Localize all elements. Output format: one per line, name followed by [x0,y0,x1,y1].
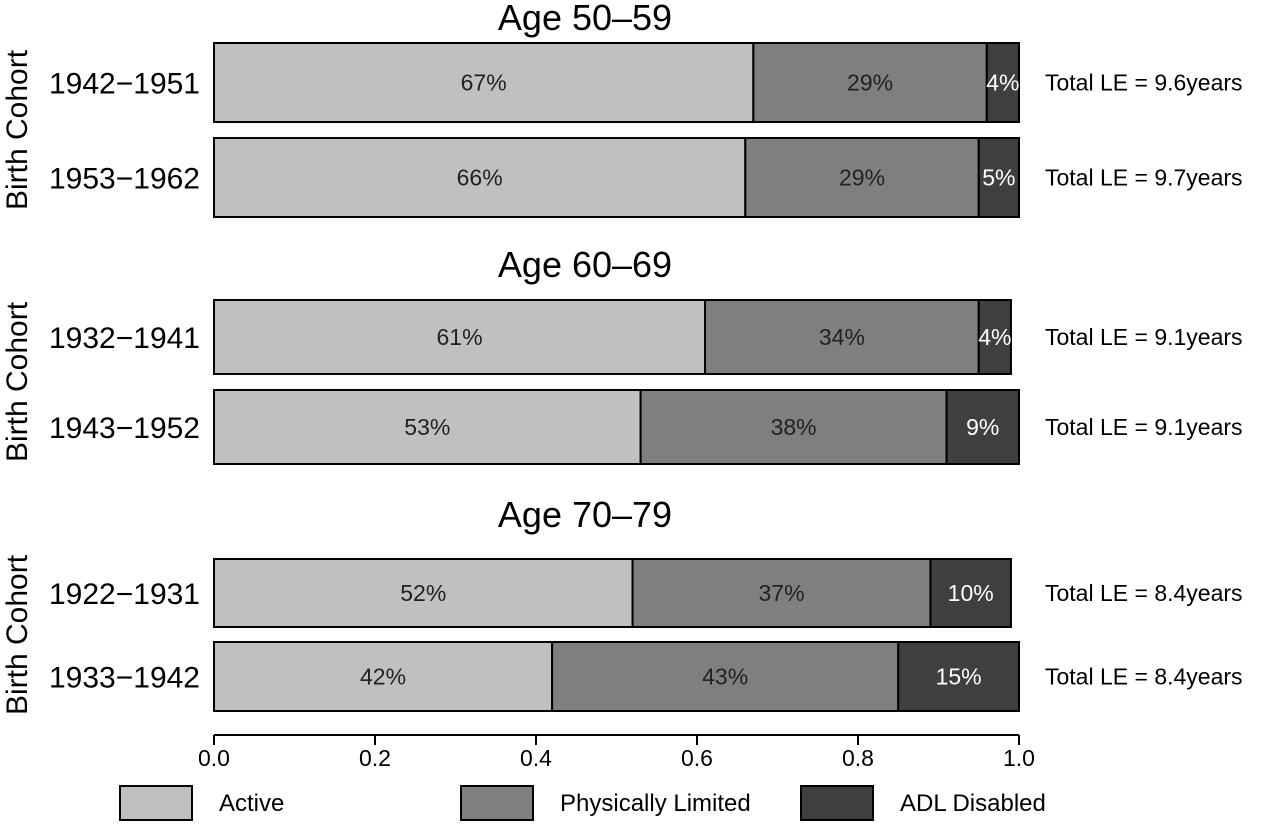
cohort-label: 1942−1951 [49,68,200,101]
total-le-label: Total LE = 9.6years [1045,70,1243,96]
y-axis-label: Birth Cohort [1,554,34,715]
bar-segment [977,137,1020,218]
bar-segment [897,641,1020,712]
x-tick-label: 1.0 [1003,745,1035,771]
segment-label: 61% [437,324,483,350]
x-tick-label: 0.0 [198,745,230,771]
bar-segment [213,389,642,465]
segment-label: 15% [936,664,982,690]
bar-segment [977,299,1012,375]
x-tick-label: 0.6 [681,745,713,771]
legend-swatch [460,785,534,821]
total-le-label: Total LE = 8.4years [1045,580,1243,606]
bar-segment [213,641,554,712]
panel-title: Age 70–79 [498,494,672,535]
bar-segment [704,299,980,375]
total-le-label: Total LE = 9.7years [1045,165,1243,191]
legend-label: Active [219,790,284,817]
bar-segment [945,389,1020,465]
bar-segment [213,558,634,628]
cohort-label: 1943−1952 [49,412,200,445]
cohort-label: 1953−1962 [49,163,200,196]
segment-label: 43% [702,664,748,690]
total-le-label: Total LE = 9.1years [1045,324,1243,350]
segment-label: 9% [966,414,999,440]
x-tick-label: 0.4 [520,745,552,771]
bar-segment [213,137,747,218]
segment-label: 4% [978,324,1011,350]
bar-segment [929,558,1012,628]
bar-segment [744,137,980,218]
bar-segment [213,299,707,375]
legend-swatch [800,785,874,821]
cohort-label: 1932−1941 [49,322,200,355]
segment-label: 5% [982,165,1015,191]
legend-label: ADL Disabled [900,790,1046,817]
segment-label: 29% [847,70,893,96]
bar-segment [752,42,988,123]
bar-segment [213,42,755,123]
x-tick-label: 0.8 [842,745,874,771]
y-axis-label: Birth Cohort [1,301,34,462]
bar-segment [985,42,1020,123]
y-axis-label: Birth Cohort [1,49,34,210]
segment-label: 53% [404,414,450,440]
segment-label: 29% [839,165,885,191]
segment-label: 42% [360,664,406,690]
legend-label: Physically Limited [560,790,751,817]
segment-label: 4% [986,70,1019,96]
cohort-label: 1933−1942 [49,662,200,695]
segment-label: 10% [948,580,994,606]
total-le-label: Total LE = 8.4years [1045,664,1243,690]
panel-title: Age 60–69 [498,244,672,285]
cohort-label: 1922−1931 [49,578,200,611]
segment-label: 38% [771,414,817,440]
segment-label: 37% [759,580,805,606]
total-le-label: Total LE = 9.1years [1045,414,1243,440]
segment-label: 52% [400,580,446,606]
bar-segment [551,641,900,712]
bar-segment [631,558,932,628]
legend-swatch [119,785,193,821]
panel-title: Age 50–59 [498,0,672,38]
segment-label: 66% [457,165,503,191]
segment-label: 67% [461,70,507,96]
x-tick-label: 0.2 [359,745,391,771]
segment-label: 34% [819,324,865,350]
